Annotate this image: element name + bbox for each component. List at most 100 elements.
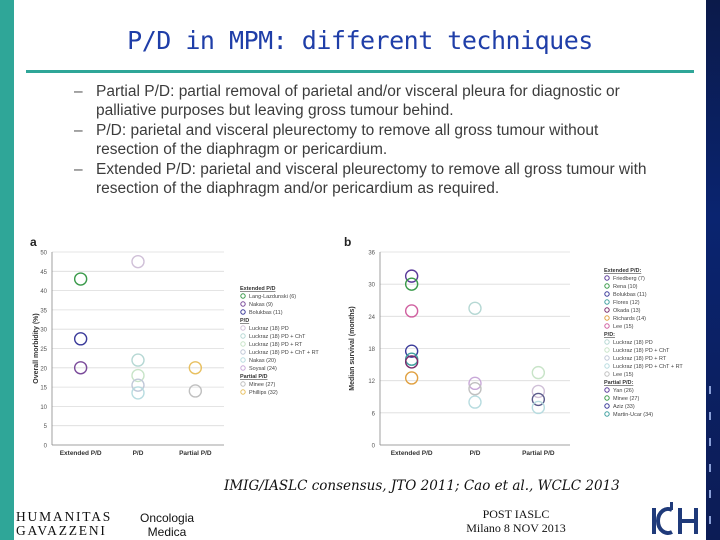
data-point [404,352,419,366]
x-tick-label: Partial P/D [179,450,212,457]
right-bar-tick [709,386,711,394]
data-point [531,365,546,380]
legend-marker [604,355,610,361]
legend-title: Partial P/D: [604,380,634,386]
data-point [468,382,482,396]
y-tick-label: 20 [40,366,47,372]
bullet-list: – Partial P/D: partial removal of pariet… [74,82,654,199]
y-tick-label: 25 [40,347,47,353]
x-tick-label: Extended P/D [60,450,102,457]
data-point [131,378,145,392]
legend-marker [604,371,610,377]
y-tick-label: 0 [372,444,376,450]
legend-marker [604,283,610,289]
data-point [188,361,203,375]
y-tick-label: 30 [40,328,47,334]
panel-letter: a [30,235,37,249]
legend-entry: Okada (13) [613,308,641,314]
bullet-dash: – [74,83,83,100]
legend-marker [240,333,246,339]
legend-entry: Luckraz (18) PD [249,326,289,332]
legend-entry: Luckraz (18) PD + ChT + RT [249,350,319,356]
legend-entry: Minee (27) [613,396,639,402]
y-tick-label: 6 [372,411,376,417]
y-axis-label: Median survival (months) [349,306,356,390]
y-tick-label: 50 [40,251,47,257]
legend-entry: Aziz (33) [613,404,635,410]
y-tick-label: 18 [368,347,375,353]
legend-marker [604,315,610,321]
x-tick-label: Extended P/D [391,450,433,457]
bullet-text: Extended P/D: parietal and visceral pleu… [96,161,647,197]
y-tick-label: 0 [44,444,48,450]
legend-marker [604,291,610,297]
data-point [468,301,482,315]
legend-title: P/D [240,318,249,324]
legend-entry: Martin-Ucar (34) [613,412,653,418]
legend-entry: Lee (15) [613,324,634,330]
data-point [531,384,546,399]
legend-entry: Flores (12) [613,300,640,306]
data-point [73,272,88,286]
legend-marker [604,387,610,393]
legend-entry: Lee (15) [613,372,634,378]
legend-marker [240,389,246,395]
legend-marker [240,293,246,299]
y-tick-label: 15 [40,386,47,392]
legend-entry: Luckraz (18) PD + ChT + RT [613,364,683,370]
event-line-2: Milano 8 NOV 2013 [466,521,566,535]
y-tick-label: 35 [40,308,47,314]
legend-entry: Minee (27) [249,382,275,388]
bullet-dash: – [74,161,83,178]
legend-entry: Soysal (24) [249,366,277,372]
scatter-charts: a 0 5 10 15 20 25 30 35 40 45 50 Overall morbidity (… [30,235,683,457]
data-point [531,400,546,415]
legend-title: Partial P/D [240,374,268,380]
legend-entry: Luckraz (18) PD + RT [613,356,667,362]
legend-entry: Yan (26) [613,388,634,394]
event-label: POST IASLC Milano 8 NOV 2013 [456,507,576,535]
data-point [131,386,145,400]
ich-logo-icon [652,502,698,535]
y-tick-label: 36 [368,251,375,257]
chart-panel: a 0 5 10 15 20 25 30 35 40 45 50 Overall morbidity (… [30,232,694,464]
legend-marker [240,341,246,347]
y-tick-label: 24 [368,315,375,321]
bullet-dash: – [74,122,83,139]
legend-marker [240,349,246,355]
data-point [73,332,88,346]
legend-entry: Bolukbas (11) [249,310,283,316]
legend-marker [240,309,246,315]
legend-marker [604,411,610,417]
y-tick-label: 30 [368,283,375,289]
data-point [404,371,419,385]
data-point [73,361,88,375]
legend-marker [604,395,610,401]
legend-title: Extended P/D: [604,268,641,274]
bullet-text: Partial P/D: partial removal of parietal… [96,83,620,119]
left-accent-bar [0,0,14,540]
data-point [404,344,419,358]
legend-marker [604,403,610,409]
y-axis-label: Overall morbidity (%) [33,313,40,383]
bullet-item: – Partial P/D: partial removal of pariet… [74,82,654,120]
legend-marker [604,275,610,281]
data-point [404,269,419,283]
onco-line-2: Medica [147,525,187,539]
x-tick-label: P/D [133,450,144,457]
legend-marker [604,347,610,353]
legend-entry: Nakas (20) [249,358,276,364]
legend-marker [240,301,246,307]
y-tick-label: 45 [40,270,47,276]
legend-title: Extended P/D [240,286,275,292]
legend-marker [240,357,246,363]
legend-marker [604,363,610,369]
legend-entry: Rena (10) [613,284,638,290]
legend-entry: Phillips (32) [249,390,278,396]
data-point [468,395,482,409]
legend-entry: Friedberg (7) [613,276,645,282]
onco-line-1: Oncologia [140,511,195,525]
title-divider [26,70,694,73]
humanitas-logo: HUMANITAS GAVAZZENI [16,510,112,538]
legend-marker [604,323,610,329]
